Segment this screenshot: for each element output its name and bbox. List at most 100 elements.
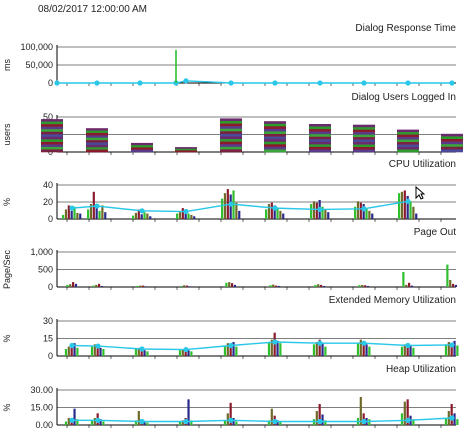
bar bbox=[86, 209, 90, 219]
bar bbox=[412, 206, 415, 219]
bar bbox=[67, 418, 70, 425]
bar-segment bbox=[86, 128, 108, 131]
data-point bbox=[449, 415, 455, 421]
bar-segment bbox=[397, 129, 419, 133]
bar bbox=[190, 351, 193, 356]
bar bbox=[410, 285, 414, 287]
bar bbox=[412, 419, 415, 425]
y-tick-label: 15.00 bbox=[30, 403, 53, 413]
bar bbox=[371, 213, 374, 219]
chart-panel-3: CPU Utilization% 0 20 40 bbox=[2, 159, 456, 224]
bar bbox=[73, 343, 76, 356]
data-point bbox=[361, 206, 367, 212]
bar bbox=[64, 349, 68, 356]
bar bbox=[453, 413, 456, 425]
bar-segment bbox=[397, 137, 419, 140]
data-point bbox=[69, 342, 75, 349]
bar bbox=[178, 421, 182, 425]
chart-title: Dialog Response Time bbox=[355, 23, 456, 34]
bar bbox=[139, 285, 142, 287]
bar bbox=[318, 404, 321, 425]
chart-panel-5: Extended Memory Utilization% 0 15 30 bbox=[2, 295, 459, 361]
bar-segment bbox=[264, 146, 286, 150]
bar bbox=[235, 421, 238, 425]
bar bbox=[134, 212, 138, 219]
bar-segment bbox=[86, 142, 108, 146]
bar-segment bbox=[220, 141, 242, 145]
bar bbox=[175, 213, 179, 219]
bar bbox=[223, 420, 227, 425]
bar bbox=[74, 283, 78, 287]
bar-segment bbox=[220, 120, 242, 124]
bar bbox=[178, 350, 182, 356]
bar-segment bbox=[220, 131, 242, 135]
bar-segment bbox=[220, 126, 242, 130]
bar bbox=[146, 213, 149, 219]
bar-segment bbox=[41, 131, 63, 135]
bar bbox=[403, 190, 406, 219]
bar bbox=[267, 204, 271, 219]
data-point bbox=[272, 339, 278, 345]
bar bbox=[238, 210, 241, 219]
bar bbox=[232, 418, 235, 425]
bar bbox=[72, 282, 75, 287]
bar-segment bbox=[131, 142, 153, 146]
bar bbox=[408, 282, 411, 287]
mouse-pointer-icon bbox=[415, 186, 425, 200]
bar bbox=[73, 206, 76, 219]
bar bbox=[142, 285, 145, 287]
bar bbox=[406, 399, 409, 425]
bar bbox=[353, 124, 375, 153]
bar bbox=[67, 205, 70, 219]
bar-segment bbox=[175, 148, 197, 151]
bar bbox=[321, 414, 324, 425]
y-tick-label: 50,000 bbox=[25, 60, 53, 70]
bar-segment bbox=[86, 144, 108, 148]
bar bbox=[190, 214, 193, 219]
bar bbox=[406, 343, 409, 356]
bar bbox=[409, 345, 412, 356]
bar bbox=[232, 342, 235, 356]
bar bbox=[99, 347, 102, 356]
data-point bbox=[449, 80, 455, 86]
bar bbox=[368, 419, 371, 425]
bar bbox=[317, 284, 320, 287]
bar-segment bbox=[41, 149, 63, 153]
data-point bbox=[449, 342, 455, 348]
bar bbox=[312, 344, 316, 356]
bar bbox=[456, 419, 459, 425]
bar bbox=[181, 349, 184, 356]
bar-segment bbox=[441, 149, 463, 153]
bar-segment bbox=[86, 130, 108, 134]
bar-segment bbox=[309, 134, 331, 138]
bar bbox=[412, 347, 415, 356]
bar bbox=[279, 343, 282, 356]
bar bbox=[324, 346, 327, 356]
bar-segment bbox=[353, 134, 375, 138]
bar-segment bbox=[264, 121, 286, 125]
bar-segment bbox=[397, 149, 419, 153]
data-point bbox=[272, 80, 278, 86]
bar bbox=[69, 284, 72, 287]
data-point bbox=[94, 203, 100, 209]
bar bbox=[356, 343, 360, 356]
bar bbox=[144, 286, 148, 287]
bar-segment bbox=[309, 131, 331, 135]
bar-segment bbox=[397, 132, 419, 135]
bar-segment bbox=[41, 119, 63, 122]
bar bbox=[101, 205, 104, 219]
bar bbox=[320, 284, 323, 287]
bar bbox=[143, 212, 146, 219]
bar bbox=[134, 420, 138, 425]
bar-segment bbox=[264, 136, 286, 140]
bar bbox=[137, 411, 140, 425]
data-point bbox=[405, 80, 411, 86]
bar bbox=[454, 284, 458, 287]
bar bbox=[444, 344, 448, 356]
bar bbox=[359, 397, 362, 425]
data-point bbox=[139, 346, 145, 352]
bar bbox=[140, 349, 143, 356]
bar bbox=[137, 209, 140, 219]
bar bbox=[223, 193, 227, 219]
